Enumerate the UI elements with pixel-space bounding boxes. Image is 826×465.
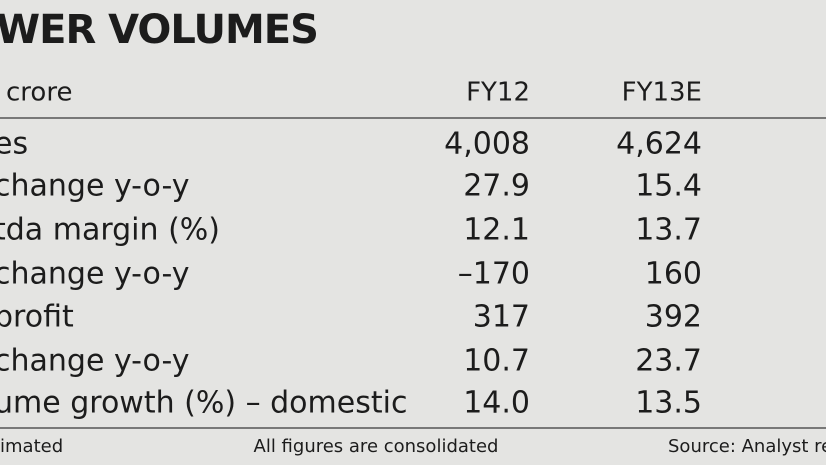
column-header: FY13E — [622, 78, 702, 108]
cell-value: 160 — [645, 257, 702, 292]
cell-value: –170 — [458, 257, 530, 292]
cell-value: 27.9 — [463, 169, 530, 204]
row-label: change y-o-y — [0, 257, 190, 292]
cell-value: 5,3 — [824, 127, 826, 162]
cell-value: 15.4 — [635, 169, 702, 204]
title: WER VOLUMES — [0, 7, 318, 53]
cell-value: 13.5 — [635, 386, 702, 421]
cell-value: 13.7 — [635, 213, 702, 248]
cell-value: 4,008 — [444, 127, 530, 162]
row-label: change y-o-y — [0, 344, 190, 379]
cell-value: 23.7 — [635, 344, 702, 379]
footer-left: imated — [0, 436, 63, 457]
cell-value: 317 — [473, 300, 530, 335]
footer-right: Source: Analyst re — [668, 436, 826, 457]
column-header: FY12 — [466, 78, 530, 108]
row-label: ume growth (%) – domestic — [0, 386, 407, 421]
cell-value: 12.1 — [463, 213, 530, 248]
cell-value: 14.0 — [463, 386, 530, 421]
column-header: crore — [6, 78, 72, 108]
row-label: change y-o-y — [0, 169, 190, 204]
row-label: es — [0, 127, 28, 162]
row-label: profit — [0, 300, 74, 335]
cell-value: 4,624 — [616, 127, 702, 162]
row-label: tda margin (%) — [0, 213, 220, 248]
cell-value: 10.7 — [463, 344, 530, 379]
cell-value: 392 — [645, 300, 702, 335]
footer-center: All figures are consolidated — [254, 436, 499, 457]
